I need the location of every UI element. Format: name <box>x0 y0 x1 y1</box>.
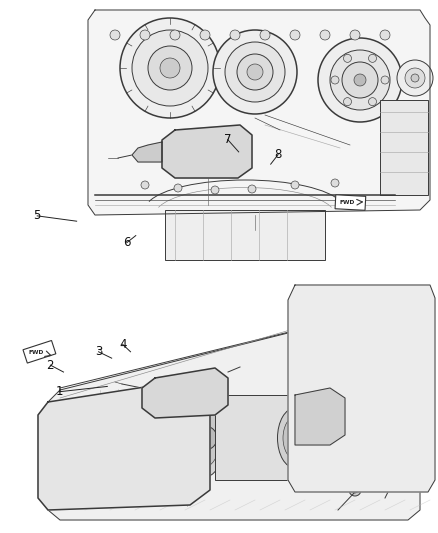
Ellipse shape <box>162 379 208 407</box>
Circle shape <box>170 30 180 40</box>
Circle shape <box>237 54 273 90</box>
FancyBboxPatch shape <box>335 195 366 211</box>
Text: 4: 4 <box>119 338 127 351</box>
Circle shape <box>140 30 150 40</box>
Circle shape <box>193 426 217 450</box>
Circle shape <box>320 30 330 40</box>
Circle shape <box>170 132 180 142</box>
Circle shape <box>260 30 270 40</box>
Circle shape <box>331 179 339 187</box>
Circle shape <box>381 76 389 84</box>
Circle shape <box>349 304 371 326</box>
Circle shape <box>202 146 214 158</box>
Circle shape <box>213 30 297 114</box>
FancyBboxPatch shape <box>23 341 56 363</box>
Circle shape <box>411 323 425 337</box>
Circle shape <box>350 30 360 40</box>
Circle shape <box>306 308 330 332</box>
Circle shape <box>300 427 310 437</box>
Circle shape <box>290 30 300 40</box>
Circle shape <box>296 298 340 342</box>
Polygon shape <box>142 368 228 418</box>
Text: 5: 5 <box>34 209 41 222</box>
Circle shape <box>330 425 340 435</box>
Ellipse shape <box>189 408 221 468</box>
Circle shape <box>230 30 240 40</box>
Ellipse shape <box>171 384 199 402</box>
Bar <box>165 210 325 260</box>
Ellipse shape <box>182 398 228 478</box>
Polygon shape <box>162 125 252 178</box>
Polygon shape <box>88 10 430 215</box>
Circle shape <box>237 167 243 173</box>
Polygon shape <box>288 285 435 492</box>
Circle shape <box>411 74 419 82</box>
Text: 8: 8 <box>275 148 282 161</box>
Circle shape <box>397 60 433 96</box>
Circle shape <box>392 473 398 479</box>
Ellipse shape <box>278 408 312 468</box>
Circle shape <box>382 292 418 328</box>
Circle shape <box>342 62 378 98</box>
Text: 2: 2 <box>46 359 54 372</box>
Circle shape <box>141 181 149 189</box>
Circle shape <box>368 54 377 62</box>
Circle shape <box>352 487 358 493</box>
Circle shape <box>225 42 285 102</box>
Text: 6: 6 <box>123 236 131 249</box>
Circle shape <box>170 165 180 175</box>
Polygon shape <box>295 388 345 445</box>
Circle shape <box>391 301 409 319</box>
Circle shape <box>235 165 245 175</box>
Text: FWD: FWD <box>340 200 355 205</box>
Circle shape <box>340 295 380 335</box>
Circle shape <box>110 30 120 40</box>
Circle shape <box>331 76 339 84</box>
Circle shape <box>389 470 401 482</box>
Circle shape <box>173 134 177 140</box>
Circle shape <box>160 58 180 78</box>
Text: FWD: FWD <box>29 350 44 355</box>
Circle shape <box>291 181 299 189</box>
Circle shape <box>200 30 210 40</box>
Circle shape <box>120 18 220 118</box>
Circle shape <box>404 316 432 344</box>
Polygon shape <box>38 380 210 510</box>
Circle shape <box>349 484 361 496</box>
Circle shape <box>247 64 263 80</box>
Circle shape <box>368 98 377 106</box>
Circle shape <box>330 50 390 110</box>
Text: 3: 3 <box>95 345 102 358</box>
Circle shape <box>318 38 402 122</box>
Circle shape <box>235 132 245 142</box>
Bar <box>215 395 295 480</box>
Circle shape <box>179 387 191 399</box>
Circle shape <box>343 54 352 62</box>
Circle shape <box>211 186 219 194</box>
Circle shape <box>237 134 243 140</box>
Circle shape <box>343 98 352 106</box>
Text: 7: 7 <box>224 133 232 146</box>
Circle shape <box>405 68 425 88</box>
Circle shape <box>132 30 208 106</box>
Circle shape <box>248 185 256 193</box>
Circle shape <box>174 184 182 192</box>
Bar <box>380 100 428 195</box>
Circle shape <box>330 403 340 413</box>
Circle shape <box>300 400 310 410</box>
Text: 1: 1 <box>55 385 63 398</box>
Circle shape <box>354 74 366 86</box>
Ellipse shape <box>182 135 234 169</box>
Polygon shape <box>132 142 162 162</box>
Circle shape <box>148 46 192 90</box>
Ellipse shape <box>283 417 307 459</box>
Circle shape <box>173 167 177 173</box>
Circle shape <box>380 30 390 40</box>
Polygon shape <box>48 300 430 520</box>
Ellipse shape <box>191 141 225 163</box>
